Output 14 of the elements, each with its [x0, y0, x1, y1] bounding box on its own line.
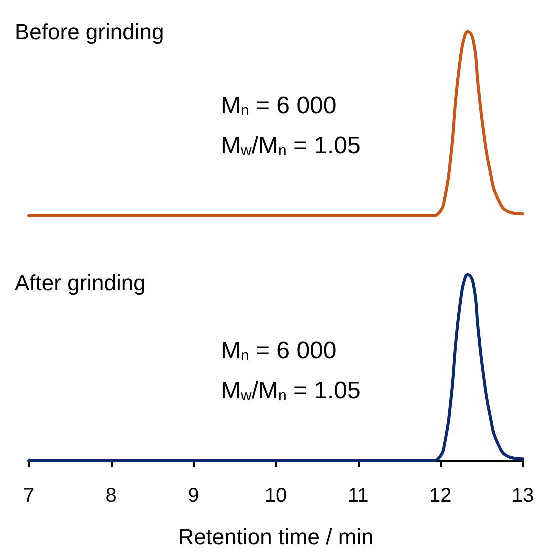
x-tick-label: 7	[23, 485, 35, 507]
chart-title: After grinding	[15, 270, 146, 296]
chart-title: Before grinding	[15, 20, 164, 44]
x-tick-label: 9	[188, 485, 200, 507]
x-tick-label: 13	[512, 485, 534, 507]
annotation: Mn = 6 000	[221, 338, 337, 364]
x-tick-label: 8	[106, 485, 117, 507]
annotation: Mw/Mn = 1.05	[221, 378, 361, 404]
annotation: Mn = 6 000	[221, 92, 337, 120]
x-axis-title: Retention time / min	[178, 524, 374, 550]
annotation: Mw/Mn = 1.05	[221, 132, 361, 160]
x-tick-label: 11	[348, 485, 369, 507]
x-tick-label: 10	[264, 485, 288, 507]
x-tick-label: 12	[430, 485, 452, 507]
